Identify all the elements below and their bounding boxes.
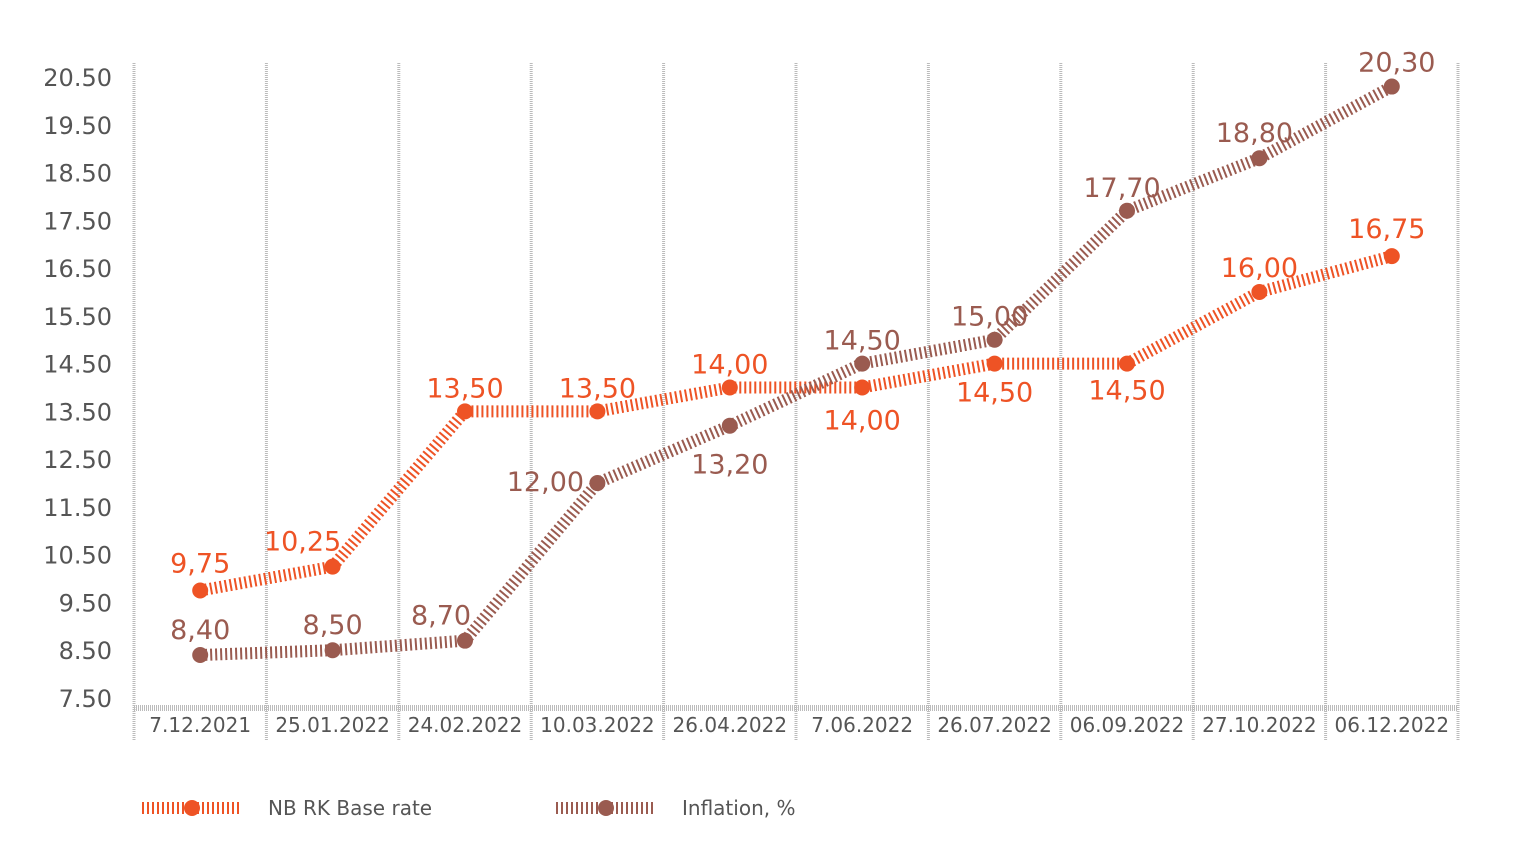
data-point-inflation: [721, 417, 738, 434]
data-label-inflation: 8,70: [411, 601, 471, 632]
data-label-base-rate: 13,50: [426, 373, 503, 404]
data-label-base-rate: 14,00: [691, 350, 768, 381]
series-line-base-rate: [199, 250, 1394, 597]
data-point-base-rate: [721, 379, 738, 396]
data-point-inflation: [986, 331, 1003, 348]
data-label-inflation: 17,70: [1083, 173, 1160, 204]
data-label-base-rate: 16,75: [1348, 214, 1425, 245]
x-tick-label: 24.02.2022: [408, 713, 523, 737]
data-point-base-rate: [986, 355, 1003, 372]
data-point-inflation: [192, 647, 209, 664]
data-point-inflation: [1119, 202, 1135, 219]
y-tick-label: 19.50: [43, 112, 112, 140]
y-tick-label: 18.50: [43, 160, 112, 188]
y-tick-label: 15.50: [43, 303, 112, 331]
data-label-inflation: 20,30: [1358, 48, 1435, 79]
data-point-inflation: [854, 355, 871, 372]
data-point-inflation: [1383, 78, 1400, 95]
y-tick-label: 12.50: [43, 446, 112, 474]
y-tick-label: 20.50: [43, 64, 112, 92]
data-point-base-rate: [1119, 355, 1135, 372]
x-tick-label: 26.07.2022: [937, 713, 1052, 737]
data-label-inflation: 12,00: [507, 467, 584, 498]
data-label-inflation: 18,80: [1216, 118, 1293, 149]
data-label-inflation: 13,20: [691, 450, 768, 481]
data-label-inflation: 15,00: [951, 302, 1028, 333]
x-tick-label: 06.12.2022: [1335, 713, 1450, 737]
x-tick-label: 10.03.2022: [540, 713, 655, 737]
data-label-base-rate: 10,25: [264, 527, 341, 558]
y-tick-label: 11.50: [43, 494, 112, 522]
data-point-inflation: [457, 632, 473, 649]
data-label-base-rate: 13,50: [559, 373, 636, 404]
legend-label-inflation: Inflation, %: [682, 796, 796, 820]
data-label-base-rate: 9,75: [170, 549, 230, 580]
x-tick-label: 27.10.2022: [1202, 713, 1317, 737]
x-tick-label: 25.01.2022: [275, 713, 390, 737]
data-label-base-rate: 16,00: [1221, 253, 1298, 284]
x-tick-label: 7.06.2022: [811, 713, 913, 737]
y-tick-label: 10.50: [43, 542, 112, 570]
data-label-inflation: 14,50: [824, 326, 901, 357]
data-label-base-rate: 14,50: [1088, 376, 1165, 407]
data-label-base-rate: 14,50: [956, 378, 1033, 409]
x-tick-label: 06.09.2022: [1070, 713, 1185, 737]
legend-marker-inflation: [556, 800, 656, 816]
y-tick-label: 14.50: [43, 351, 112, 379]
y-tick-label: 13.50: [43, 398, 112, 426]
data-point-base-rate: [324, 558, 341, 575]
data-point-base-rate: [589, 403, 606, 420]
y-tick-label: 9.50: [59, 589, 112, 617]
data-point-base-rate: [457, 403, 473, 420]
x-tick-label: 26.04.2022: [673, 713, 788, 737]
y-tick-label: 7.50: [59, 685, 112, 713]
y-tick-label: 16.50: [43, 255, 112, 283]
line-chart: 7.50 8.50 9.50 10.50 11.50 12.50 13.50 14.50 15.…: [43, 48, 1460, 740]
legend-marker-base-rate: [142, 800, 242, 816]
data-point-base-rate: [854, 379, 871, 396]
data-label-inflation: 8,40: [170, 615, 230, 646]
legend-label-base-rate: NB RK Base rate: [268, 796, 433, 820]
data-point-inflation: [589, 475, 606, 492]
legend-item-base-rate: NB RK Base rate: [140, 796, 432, 820]
y-tick-label: 8.50: [59, 637, 112, 665]
data-label-inflation: 8,50: [303, 610, 363, 641]
y-tick-label: 17.50: [43, 207, 112, 235]
data-label-base-rate: 14,00: [824, 406, 901, 437]
data-point-base-rate: [1251, 283, 1268, 300]
data-point-base-rate: [1383, 248, 1400, 265]
data-point-base-rate: [192, 582, 209, 599]
x-tick-label: 7.12.2021: [149, 713, 251, 737]
data-point-inflation: [1251, 150, 1268, 167]
data-point-inflation: [324, 642, 341, 659]
legend-item-inflation: Inflation, %: [554, 796, 795, 820]
